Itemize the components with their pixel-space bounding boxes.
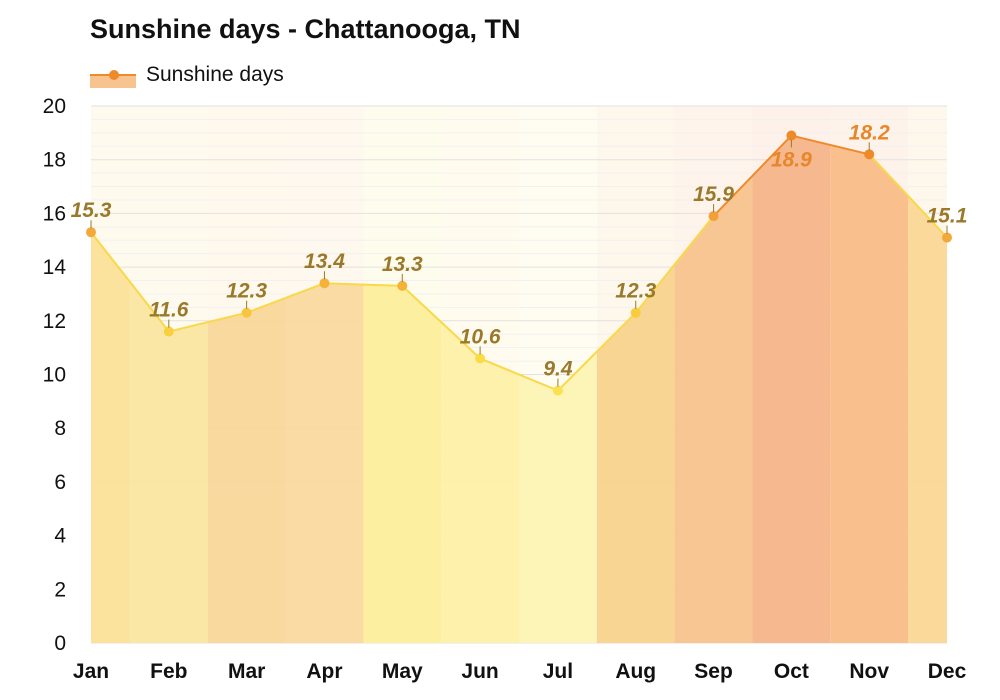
data-point-mar xyxy=(241,307,252,318)
series-line-segment xyxy=(401,284,482,360)
legend-swatch xyxy=(90,62,136,88)
y-tick-label: 0 xyxy=(54,632,66,655)
y-tick-label: 2 xyxy=(54,578,66,601)
data-label-apr: 13.4 xyxy=(304,250,345,273)
data-label-jan: 15.3 xyxy=(71,199,112,222)
area-segment-mar xyxy=(207,297,286,643)
data-point-nov xyxy=(864,149,875,160)
area-segment-oct xyxy=(752,135,831,644)
data-point-jun xyxy=(475,353,486,364)
x-tick-label: Feb xyxy=(150,660,187,683)
x-tick-label: Dec xyxy=(928,660,967,683)
data-label-dec: 15.1 xyxy=(927,205,968,228)
data-label-aug: 12.3 xyxy=(615,280,656,303)
series-line-segment xyxy=(323,282,404,287)
y-tick-label: 10 xyxy=(43,364,66,387)
data-point-aug xyxy=(630,307,641,318)
x-tick-label: May xyxy=(382,660,423,683)
area-segment-sep xyxy=(674,175,753,643)
y-tick-label: 8 xyxy=(54,417,66,440)
y-tick-label: 14 xyxy=(43,256,67,279)
area-segment-feb xyxy=(129,281,208,643)
data-point-feb xyxy=(163,326,174,337)
data-point-jul xyxy=(552,385,563,396)
y-tick-label: 16 xyxy=(43,202,66,225)
data-point-sep xyxy=(708,211,719,222)
chart-title: Sunshine days - Chattanooga, TN xyxy=(90,14,521,44)
area-segment-nov xyxy=(830,144,909,643)
series-line-segment xyxy=(868,153,949,239)
data-label-sep: 15.9 xyxy=(693,183,734,206)
data-label-feb: 11.6 xyxy=(149,299,189,322)
x-tick-label: Jun xyxy=(461,660,498,683)
area-segment-dec xyxy=(908,195,948,643)
y-tick-label: 4 xyxy=(54,525,66,548)
data-label-nov: 18.2 xyxy=(849,121,890,144)
series-line-segment xyxy=(790,134,871,156)
x-tick-label: Oct xyxy=(774,660,809,683)
data-point-dec xyxy=(942,232,953,243)
area-segment-apr xyxy=(285,283,364,643)
area-segment-jun xyxy=(441,322,520,643)
series-line-segment xyxy=(712,134,793,218)
x-tick-label: Aug xyxy=(615,660,656,683)
x-tick-label: Sep xyxy=(694,660,733,683)
legend[interactable]: Sunshine days xyxy=(90,62,284,88)
series-line-segment xyxy=(245,282,326,314)
data-label-jun: 10.6 xyxy=(460,325,501,348)
series-line-segment xyxy=(167,311,248,333)
data-point-may xyxy=(397,280,408,291)
x-tick-label: Mar xyxy=(228,660,265,683)
y-tick-label: 6 xyxy=(54,471,66,494)
data-label-oct: 18.9 xyxy=(771,149,812,172)
y-tick-label: 18 xyxy=(43,149,66,172)
series-line-segment xyxy=(90,231,170,333)
x-tick-label: Jul xyxy=(543,660,573,683)
series-line-segment xyxy=(479,357,559,392)
data-point-jan xyxy=(86,227,96,238)
y-tick-label: 12 xyxy=(43,310,66,333)
series-line-segment xyxy=(556,311,637,392)
area-segment-aug xyxy=(596,264,675,643)
legend-label: Sunshine days xyxy=(146,63,284,86)
area-segment-jan xyxy=(91,232,130,643)
data-point-oct xyxy=(786,130,797,141)
area-segment-may xyxy=(363,284,442,643)
x-tick-label: Jan xyxy=(73,660,109,683)
data-label-jul: 9.4 xyxy=(543,358,573,381)
data-point-apr xyxy=(319,278,330,289)
data-label-may: 13.3 xyxy=(382,253,423,276)
data-label-mar: 12.3 xyxy=(226,280,267,303)
area-segment-jul xyxy=(519,351,597,643)
y-tick-label: 20 xyxy=(43,95,66,118)
x-tick-label: Nov xyxy=(849,660,889,683)
series-line-segment xyxy=(634,215,715,314)
x-tick-label: Apr xyxy=(306,660,342,683)
